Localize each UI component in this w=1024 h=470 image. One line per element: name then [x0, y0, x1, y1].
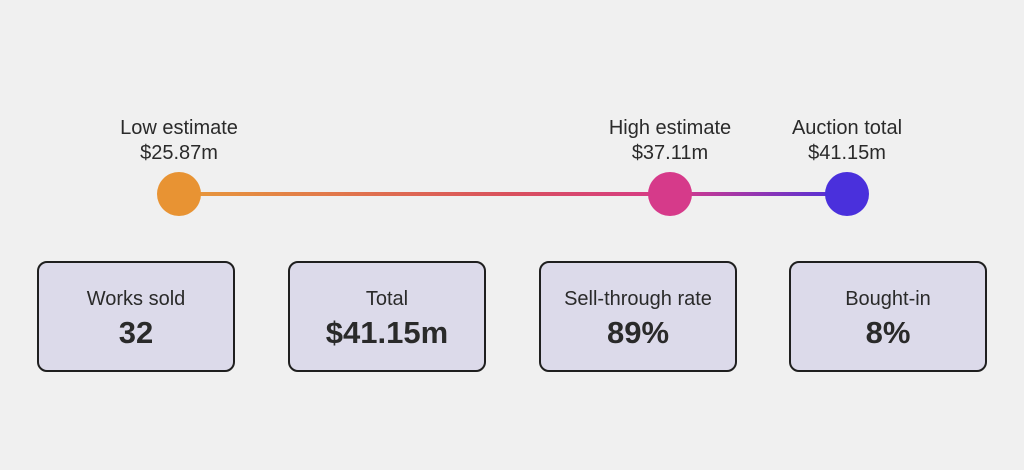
stat-card-works-sold: Works sold 32 — [37, 261, 235, 372]
high-estimate-title: High estimate — [608, 117, 732, 139]
stat-label: Works sold — [86, 288, 186, 310]
stat-label: Total — [365, 288, 409, 310]
estimate-timeline: Low estimate $25.87m High estimate $37.1… — [69, 116, 957, 216]
low-estimate-marker — [157, 172, 201, 216]
stat-value: 89% — [606, 315, 670, 350]
low-estimate-title: Low estimate — [120, 117, 238, 139]
high-estimate-value: $37.11m — [631, 142, 709, 164]
auction-total-value: $41.15m — [808, 142, 886, 164]
estimate-range-line — [179, 192, 847, 196]
high-estimate-marker — [648, 172, 692, 216]
stat-card-total: Total $41.15m — [288, 261, 486, 372]
stat-card-sell-through-rate: Sell-through rate 89% — [539, 261, 737, 372]
auction-total-marker — [825, 172, 869, 216]
stat-value: 8% — [865, 315, 911, 350]
low-estimate-label: Low estimate $25.87m — [69, 116, 289, 166]
stat-label: Bought-in — [845, 288, 931, 310]
auction-total-title: Auction total — [791, 117, 903, 139]
stat-value: 32 — [118, 315, 154, 350]
auction-total-label: Auction total $41.15m — [737, 116, 957, 166]
stat-label: Sell-through rate — [564, 288, 712, 310]
stat-value: $41.15m — [325, 315, 449, 350]
low-estimate-value: $25.87m — [140, 142, 218, 164]
stat-card-bought-in: Bought-in 8% — [789, 261, 987, 372]
high-estimate-label: High estimate $37.11m — [560, 116, 780, 166]
